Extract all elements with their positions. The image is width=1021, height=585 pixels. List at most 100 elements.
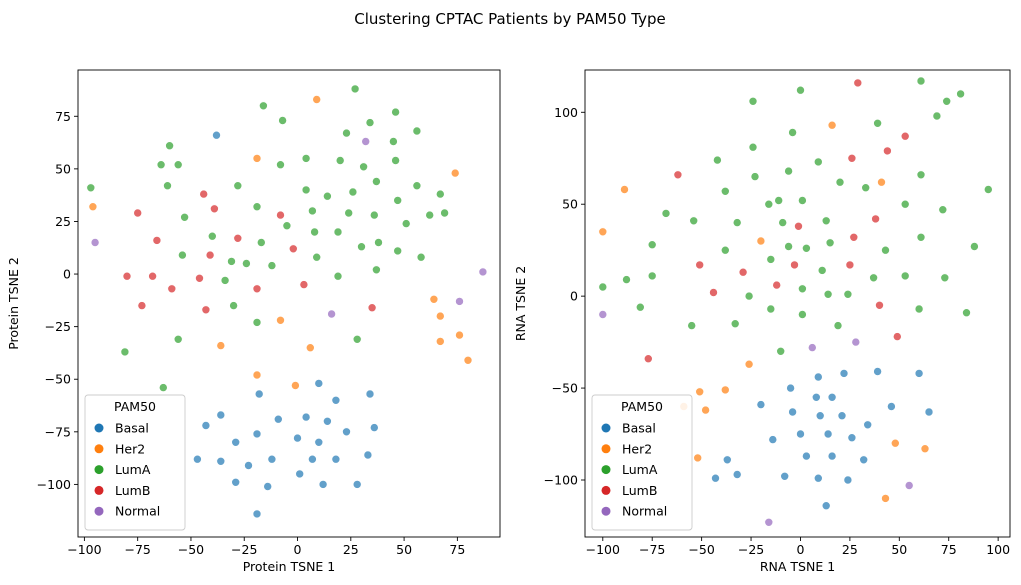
point-basal [843, 475, 853, 485]
point-basal [796, 429, 805, 439]
legend-marker-normal [94, 506, 104, 516]
point-her2 [252, 154, 262, 163]
x-tick-label: 50 [891, 542, 907, 557]
point-luma [713, 155, 722, 165]
point-her2 [890, 438, 900, 448]
point-luma [647, 271, 657, 281]
point-basal [887, 402, 896, 411]
point-luma [401, 219, 411, 228]
point-luma [372, 265, 381, 275]
point-basal [301, 412, 311, 422]
point-luma [220, 276, 230, 285]
y-tick-label: 50 [562, 197, 578, 212]
y-axis-label: Protein TSNE 2 [6, 257, 21, 350]
y-axis-label: RNA TSNE 2 [513, 266, 528, 341]
legend-label-her2: Her2 [622, 441, 652, 456]
point-lumb [205, 250, 215, 260]
y-tick-label: 0 [63, 267, 71, 282]
point-lumb [210, 204, 219, 214]
point-luma [425, 210, 435, 220]
point-her2 [455, 330, 464, 340]
point-lumb [892, 332, 902, 341]
point-basal [711, 473, 720, 483]
figure-title: Clustering CPTAC Patients by PAM50 Type [354, 10, 666, 28]
point-luma [391, 156, 400, 165]
point-basal [231, 477, 240, 487]
x-axis-label: Protein TSNE 1 [243, 559, 336, 574]
point-normal [361, 137, 371, 146]
point-basal [827, 451, 837, 461]
point-luma [323, 191, 332, 201]
point-basal [308, 454, 317, 464]
point-normal [598, 310, 608, 319]
point-luma [352, 334, 362, 344]
point-basal [369, 423, 379, 432]
point-lumb [137, 301, 147, 310]
y-tick-label: 0 [570, 289, 578, 304]
point-luma [962, 308, 971, 318]
x-axis-label: RNA TSNE 1 [760, 559, 835, 574]
point-luma [766, 255, 776, 264]
point-basal [252, 429, 262, 439]
point-luma [833, 321, 843, 330]
point-luma [308, 206, 317, 216]
point-her2 [701, 405, 710, 415]
y-tick-label: 100 [554, 105, 578, 120]
point-luma [932, 111, 942, 121]
point-luma [374, 238, 383, 247]
point-luma [412, 126, 422, 136]
point-luma [227, 257, 236, 266]
point-basal [342, 427, 351, 437]
point-lumb [738, 267, 748, 277]
x-tick-label: −25 [231, 542, 257, 557]
point-lumb [643, 354, 653, 364]
point-her2 [312, 95, 322, 104]
point-luma [796, 85, 805, 95]
point-luma [861, 183, 871, 192]
point-luma [372, 177, 381, 186]
point-luma [173, 160, 183, 169]
point-her2 [450, 168, 460, 178]
point-luma [229, 301, 238, 310]
plot-frame [584, 69, 1011, 538]
y-tick-label: −50 [552, 381, 578, 396]
point-luma [956, 89, 965, 99]
point-luma [970, 242, 979, 251]
point-luma [163, 181, 172, 190]
point-luma [900, 199, 910, 209]
point-her2 [598, 227, 608, 237]
point-basal [859, 455, 869, 465]
point-luma [881, 245, 890, 255]
point-her2 [435, 337, 445, 346]
point-lumb [367, 303, 377, 313]
point-basal [815, 411, 825, 421]
point-basal [363, 450, 373, 460]
point-basal [847, 433, 857, 443]
point-lumb [772, 280, 782, 290]
point-luma [393, 246, 403, 256]
point-luma [256, 238, 266, 247]
point-basal [813, 473, 823, 483]
point-luma [766, 304, 776, 314]
point-lumb [199, 189, 208, 199]
point-her2 [435, 311, 445, 321]
point-luma [440, 208, 449, 218]
point-luma [259, 101, 268, 111]
point-basal [295, 469, 305, 479]
point-luma [732, 218, 742, 227]
point-lumb [853, 78, 863, 88]
point-her2 [276, 315, 285, 325]
point-basal [786, 383, 795, 393]
legend-marker-basal [601, 423, 611, 433]
point-luma [873, 119, 882, 128]
point-luma [333, 271, 343, 281]
point-luma [798, 310, 807, 319]
point-basal [252, 509, 262, 519]
point-luma [802, 244, 811, 253]
point-her2 [744, 359, 754, 369]
point-normal [90, 238, 100, 247]
legend: PAM50 Basal Her2 LumA LumB Normal [591, 394, 693, 531]
point-luma [156, 160, 166, 169]
point-her2 [920, 444, 930, 454]
